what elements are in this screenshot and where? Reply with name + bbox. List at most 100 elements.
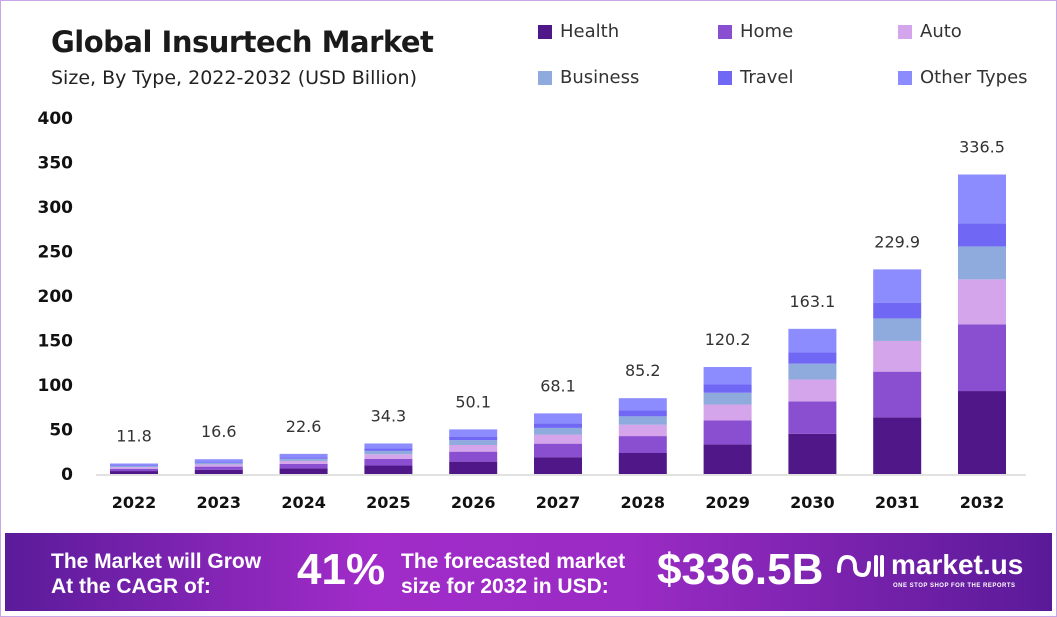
forecast-value: $336.5B [657,545,824,594]
bar-segment-health [449,461,498,474]
bar-segment-travel [958,223,1006,247]
total-data-label: 120.2 [705,330,751,349]
brand-logo: market.us ONE STOP SHOP FOR THE REPORTS [835,549,1023,589]
bar-segment-business [194,462,243,465]
bar-segment-auto [279,460,328,464]
bar-segment-auto [364,454,413,459]
bar-segment-other-types [449,429,498,437]
y-tick-label: 350 [38,154,74,174]
bar-segment-health [534,457,582,474]
forecast-label: The forecasted market size for 2032 in U… [401,549,625,599]
legend-swatch [718,24,732,39]
bar-segment-home [279,463,328,469]
y-tick-label: 100 [38,376,74,396]
total-data-label: 16.6 [201,422,237,441]
chart-title: Global Insurtech Market [51,25,434,59]
bar-segment-other-types [194,459,243,462]
bar-segment-home [703,420,752,445]
legend-item: Health [538,21,619,42]
bar-segment-auto [618,424,667,437]
bar-segment-auto [703,404,752,421]
legend-item: Travel [718,67,794,88]
legend-swatch [538,70,552,85]
bar-segment-travel [364,448,413,451]
bar-segment-health [279,468,328,474]
cagr-value: 41% [297,545,386,594]
bar-segment-other-types [110,463,158,466]
y-tick-label: 300 [38,198,74,218]
footer-banner: The Market will Grow At the CAGR of: 41%… [5,533,1052,611]
bar-segment-other-types [958,174,1006,224]
legend-label: Auto [920,21,962,42]
legend-swatch [898,70,912,85]
bar-segment-travel [110,465,158,466]
bar-segment-business [449,440,498,445]
legend-label: Business [560,67,640,88]
legend-item: Business [538,67,639,88]
logo-icon [837,554,884,578]
bar-segment-auto [194,464,243,467]
forecast-label-line2: size for 2032 in USD: [401,575,609,598]
bar-segment-travel [279,457,328,459]
x-tick-label: 2023 [197,493,242,512]
x-tick-label: 2024 [281,493,326,512]
y-tick-label: 400 [38,109,74,129]
cagr-label: The Market will Grow At the CAGR of: [51,549,261,599]
bar-segment-business [534,427,582,435]
chart-subtitle: Size, By Type, 2022-2032 (USD Billion) [51,67,418,89]
bar-segment-business [279,458,328,461]
bar-segment-health [194,469,243,474]
bar-segment-health [788,433,837,474]
y-tick-label: 150 [38,332,74,352]
bar-segment-auto [958,279,1006,325]
bar-segment-health [958,391,1006,474]
total-data-label: 68.1 [540,376,576,395]
bar-segment-health [618,452,667,474]
y-tick-label: 0 [61,465,73,485]
y-tick-label: 200 [38,287,74,307]
bar-segment-business [618,416,667,425]
bar-segment-business [873,318,922,341]
x-tick-label: 2027 [536,493,581,512]
legend-swatch [538,24,552,39]
total-data-label: 229.9 [874,232,920,251]
x-tick-label: 2028 [621,493,666,512]
bar-segment-auto [449,444,498,452]
bar-segment-home [873,371,922,418]
y-tick-label: 50 [49,421,73,441]
x-tick-label: 2031 [875,493,920,512]
bar-segment-home [788,401,837,434]
legend-swatch [898,24,912,39]
legend-swatch [718,70,732,85]
bar-segment-travel [194,461,243,463]
bar-segment-business [364,450,413,455]
bar-segment-other-types [788,328,837,353]
bar-segment-home [449,451,498,462]
legend-item: Other Types [898,67,1028,88]
y-tick-label: 250 [38,243,74,263]
bar-segment-travel [873,302,922,319]
bar-segment-home [364,458,413,466]
x-tick-label: 2030 [790,493,835,512]
bar-segment-business [958,246,1006,280]
bar-segment-home [958,324,1006,392]
bar-segment-health [873,417,922,474]
bar-segment-travel [534,423,582,428]
brand-tagline: ONE STOP SHOP FOR THE REPORTS [893,583,1016,589]
bar-segment-other-types [534,413,582,424]
bar-segment-auto [110,467,158,469]
legend-item: Home [718,21,793,42]
bar-segment-home [534,443,582,458]
bar-segment-travel [618,410,667,417]
legend-label: Other Types [920,67,1028,88]
cagr-label-line2: At the CAGR of: [51,575,211,598]
cagr-label-line1: The Market will Grow [51,550,262,573]
total-data-label: 11.8 [116,426,152,445]
bar-segment-auto [873,340,922,372]
forecast-label-line1: The forecasted market [401,550,626,573]
total-data-label: 85.2 [625,361,661,380]
bar-segment-other-types [703,367,752,385]
x-tick-label: 2022 [112,493,157,512]
bar-segment-business [110,465,158,468]
